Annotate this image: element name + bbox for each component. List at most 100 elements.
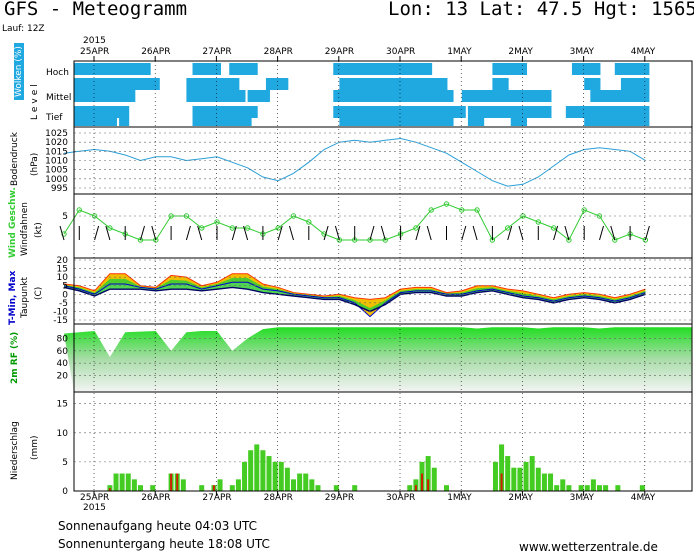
wind-speed-point bbox=[413, 225, 419, 231]
temp-tick-label: -5 bbox=[59, 299, 68, 309]
x-tick-label: 28APR bbox=[263, 47, 293, 57]
cloud-block bbox=[333, 90, 454, 102]
wind-barb bbox=[243, 225, 249, 241]
x-tick-label: 1MAY bbox=[447, 47, 472, 57]
precip-bar bbox=[272, 461, 278, 491]
x-tick-label: 30APR bbox=[386, 47, 416, 57]
cloud-block bbox=[74, 90, 136, 102]
wind-barb bbox=[472, 225, 478, 241]
rh-area bbox=[64, 327, 692, 392]
x-tick-label: 26APR bbox=[141, 47, 171, 57]
x-tick-label: 4MAY bbox=[630, 47, 656, 57]
precip-conv-bar bbox=[427, 479, 430, 491]
precip-bar bbox=[407, 485, 413, 491]
wind-speed-point bbox=[535, 219, 541, 225]
wind-tick-label: 5 bbox=[62, 212, 68, 222]
pressure-tick-label: 1015 bbox=[45, 147, 68, 157]
rh-tick-label: 60 bbox=[57, 347, 69, 357]
precip-bar bbox=[590, 479, 596, 491]
wind-speed-point bbox=[153, 237, 159, 243]
site-link[interactable]: www.wetterzentrale.de bbox=[519, 540, 658, 554]
wind-barb bbox=[140, 225, 145, 241]
precip-bar bbox=[309, 479, 315, 491]
pressure-tick-label: 1025 bbox=[45, 129, 68, 139]
precip-bar bbox=[554, 485, 560, 491]
pressure-line bbox=[63, 137, 646, 187]
wind-speed-point bbox=[443, 201, 450, 207]
wind-speed-point bbox=[76, 207, 83, 213]
cloud-block bbox=[265, 78, 289, 90]
precip-bar bbox=[217, 479, 223, 491]
cloud-block bbox=[74, 118, 117, 126]
wind-speed-point bbox=[459, 207, 465, 213]
precip-tick-label: 0 bbox=[62, 487, 68, 497]
precip-bar bbox=[131, 479, 137, 491]
temp-tick-label: 0 bbox=[62, 290, 68, 300]
precip-bar bbox=[150, 485, 156, 491]
precip-tick-label: 5 bbox=[62, 458, 68, 468]
wind-speed-point bbox=[367, 237, 373, 243]
cloud-block bbox=[584, 78, 601, 90]
cloud-block bbox=[74, 78, 148, 90]
precip-tick-label: 15 bbox=[57, 400, 68, 410]
x-tick-label: 29APR bbox=[324, 47, 355, 57]
precip-bar bbox=[615, 485, 621, 491]
x-tick-label: 3MAY bbox=[569, 493, 595, 503]
cloud-block bbox=[143, 78, 160, 90]
precip-bar bbox=[125, 473, 131, 491]
precip-bar bbox=[499, 444, 505, 491]
rh-tick-label: 40 bbox=[57, 359, 69, 369]
x-tick-label: 28APR bbox=[263, 493, 293, 503]
wind-barb bbox=[105, 225, 111, 241]
wind-barb bbox=[323, 225, 329, 241]
wind-barb bbox=[185, 225, 191, 241]
wind-barb bbox=[289, 225, 294, 241]
precip-bar bbox=[603, 485, 609, 491]
pressure-tick-label: 1000 bbox=[45, 175, 68, 185]
precip-bar bbox=[242, 461, 248, 491]
precip-bar bbox=[584, 485, 590, 491]
wind-speed-point bbox=[505, 225, 511, 231]
precip-bar bbox=[505, 456, 511, 491]
wind-barb bbox=[380, 225, 386, 241]
cloud-block bbox=[422, 63, 433, 75]
level-tief: Tief bbox=[46, 113, 63, 123]
x-tick-label: 29APR bbox=[324, 493, 355, 503]
precip-bar bbox=[235, 479, 241, 491]
year-bottom: 2015 bbox=[83, 503, 106, 513]
cloud-block bbox=[339, 118, 454, 126]
cloud-block bbox=[467, 118, 485, 126]
rh-tick-label: 20 bbox=[57, 372, 69, 382]
cloud-block bbox=[229, 63, 258, 75]
precip-bar bbox=[260, 450, 266, 491]
x-tick-label: 2MAY bbox=[508, 493, 533, 503]
precip-bar bbox=[352, 485, 358, 491]
dewpoint-line bbox=[63, 286, 646, 313]
wind-speed-point bbox=[244, 225, 251, 231]
temp-tick-label: 15 bbox=[57, 265, 68, 275]
panel-frame bbox=[73, 257, 693, 325]
wind-speed-point bbox=[550, 225, 557, 231]
precip-tick-label: 10 bbox=[57, 429, 69, 439]
precip-bar bbox=[284, 467, 290, 491]
sunset-text: Sonnenuntergang heute 18:08 UTC bbox=[58, 537, 270, 551]
wind-barb bbox=[426, 225, 432, 241]
cloud-block bbox=[192, 118, 252, 126]
wind-speed-point bbox=[566, 237, 572, 243]
cloud-block bbox=[510, 118, 527, 126]
wind-barb bbox=[507, 225, 513, 241]
temp-dew-band bbox=[64, 278, 646, 312]
cloud-block bbox=[571, 63, 601, 75]
precip-bar bbox=[541, 473, 547, 491]
x-tick-label: 2MAY bbox=[508, 47, 533, 57]
temp-tick-label: -15 bbox=[53, 316, 68, 326]
panel-frame bbox=[73, 391, 693, 492]
cloud-block bbox=[333, 106, 466, 118]
cloud-block bbox=[192, 63, 221, 75]
precip-bar bbox=[254, 444, 260, 491]
x-tick-label: 30APR bbox=[386, 493, 416, 503]
cloud-block bbox=[336, 63, 430, 75]
precip-conv-bar bbox=[108, 488, 111, 491]
wind-speed-point bbox=[275, 225, 281, 231]
x-tick-label: 3MAY bbox=[569, 47, 595, 57]
